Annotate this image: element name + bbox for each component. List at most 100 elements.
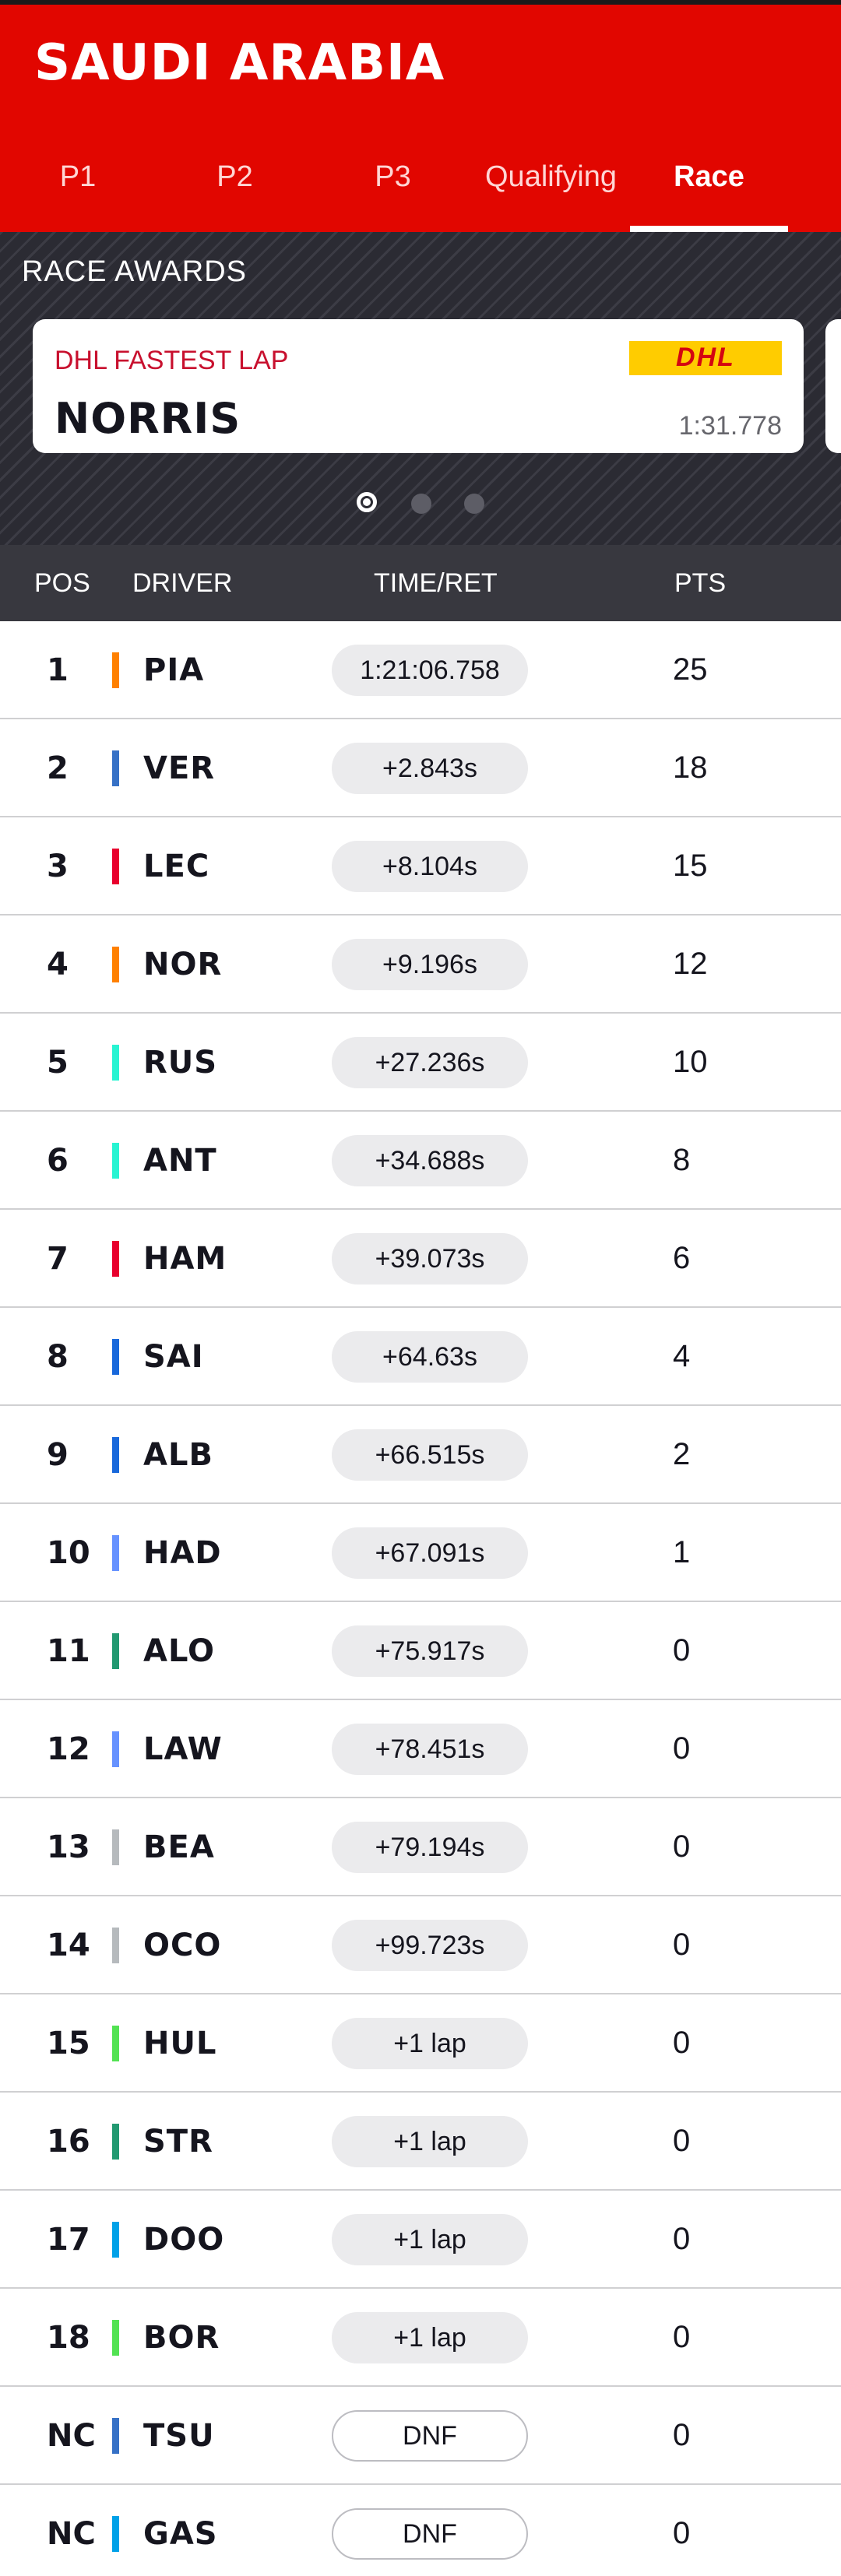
carousel-dot-2[interactable]: [411, 494, 431, 514]
row-time-pill: +8.104s: [332, 841, 528, 892]
table-row[interactable]: 16 STR +1 lap 0: [0, 2093, 841, 2191]
team-color-bar: [112, 2418, 119, 2454]
row-position: 17: [47, 2222, 90, 2258]
row-time-pill: +2.843s: [332, 743, 528, 794]
row-position: NC: [47, 2516, 96, 2552]
row-time-pill: +75.917s: [332, 1625, 528, 1677]
row-driver-code: HUL: [143, 2026, 217, 2061]
table-row[interactable]: 4 NOR +9.196s 12: [0, 915, 841, 1014]
row-position: 7: [47, 1241, 69, 1277]
row-points: 15: [673, 849, 708, 883]
row-points: 0: [673, 1829, 691, 1864]
row-points: 12: [673, 947, 708, 981]
row-position: 4: [47, 947, 69, 982]
team-color-bar: [112, 1928, 119, 1963]
fastest-lap-card[interactable]: DHL FASTEST LAP DHL NORRIS 1:31.778: [33, 319, 804, 453]
row-driver-code: ALB: [143, 1437, 213, 1473]
row-time-pill: DNF: [332, 2410, 528, 2462]
row-time-pill: +1 lap: [332, 2312, 528, 2363]
award-label: DHL FASTEST LAP: [55, 346, 289, 375]
tab-p3[interactable]: P3: [375, 160, 411, 193]
table-row[interactable]: 10 HAD +67.091s 1: [0, 1504, 841, 1602]
row-position: NC: [47, 2418, 96, 2454]
page-title: SAUDI ARABIA: [34, 34, 445, 92]
row-time-pill: +9.196s: [332, 939, 528, 990]
column-pos: POS: [34, 568, 90, 598]
row-driver-code: DOO: [143, 2222, 225, 2258]
race-awards-title: RACE AWARDS: [22, 255, 248, 288]
tab-p1[interactable]: P1: [59, 160, 97, 193]
table-row[interactable]: 12 LAW +78.451s 0: [0, 1700, 841, 1798]
row-driver-code: GAS: [143, 2516, 218, 2552]
team-color-bar: [112, 652, 119, 688]
table-row[interactable]: 3 LEC +8.104s 15: [0, 817, 841, 915]
row-driver-code: ALO: [143, 1633, 216, 1669]
team-color-bar: [112, 1045, 119, 1081]
table-row[interactable]: 15 HUL +1 lap 0: [0, 1994, 841, 2093]
row-driver-code: NOR: [143, 947, 223, 982]
row-driver-code: LEC: [143, 849, 210, 884]
row-points: 10: [673, 1045, 708, 1079]
table-row[interactable]: 18 BOR +1 lap 0: [0, 2289, 841, 2387]
row-points: 0: [673, 2124, 691, 2158]
table-row[interactable]: 9 ALB +66.515s 2: [0, 1406, 841, 1504]
row-driver-code: BEA: [143, 1829, 215, 1865]
row-driver-code: SAI: [143, 1339, 204, 1375]
row-points: 2: [673, 1437, 691, 1471]
carousel-dot-1[interactable]: [357, 492, 377, 512]
table-row[interactable]: 17 DOO +1 lap 0: [0, 2191, 841, 2289]
row-driver-code: VER: [143, 750, 216, 786]
row-position: 2: [47, 750, 69, 786]
tab-race[interactable]: Race: [630, 148, 788, 232]
team-color-bar: [112, 1241, 119, 1277]
column-time: TIME/RET: [374, 568, 498, 598]
row-points: 0: [673, 1731, 691, 1766]
row-driver-code: TSU: [143, 2418, 215, 2454]
row-position: 10: [47, 1535, 90, 1571]
row-position: 13: [47, 1829, 90, 1865]
team-color-bar: [112, 2026, 119, 2061]
table-row[interactable]: 11 ALO +75.917s 0: [0, 1602, 841, 1700]
tab-qualifying[interactable]: Qualifying: [485, 160, 617, 193]
tab-p2[interactable]: P2: [216, 160, 253, 193]
award-lap-time: 1:31.778: [678, 411, 782, 441]
row-points: 8: [673, 1143, 691, 1177]
row-time-pill: +66.515s: [332, 1429, 528, 1481]
table-row[interactable]: 7 HAM +39.073s 6: [0, 1210, 841, 1308]
row-points: 0: [673, 2026, 691, 2060]
row-position: 3: [47, 849, 69, 884]
row-driver-code: BOR: [143, 2320, 220, 2356]
row-points: 0: [673, 1633, 691, 1668]
team-color-bar: [112, 2516, 119, 2552]
row-time-pill: +1 lap: [332, 2214, 528, 2265]
session-tabs: P1 P2 P3 Qualifying Race: [0, 148, 841, 232]
row-position: 18: [47, 2320, 90, 2356]
table-row[interactable]: 1 PIA 1:21:06.758 25: [0, 621, 841, 719]
row-driver-code: ANT: [143, 1143, 217, 1179]
row-time-pill: +78.451s: [332, 1724, 528, 1775]
next-award-card[interactable]: [825, 319, 841, 453]
row-time-pill: +99.723s: [332, 1920, 528, 1971]
column-driver: DRIVER: [132, 568, 233, 598]
row-time-pill: DNF: [332, 2508, 528, 2560]
row-position: 11: [47, 1633, 90, 1669]
row-points: 1: [673, 1535, 691, 1569]
team-color-bar: [112, 2320, 119, 2356]
row-driver-code: RUS: [143, 1045, 218, 1081]
table-row[interactable]: 5 RUS +27.236s 10: [0, 1014, 841, 1112]
row-driver-code: PIA: [143, 652, 205, 688]
table-row[interactable]: 8 SAI +64.63s 4: [0, 1308, 841, 1406]
row-time-pill: +39.073s: [332, 1233, 528, 1284]
table-row[interactable]: 14 OCO +99.723s 0: [0, 1896, 841, 1994]
table-row[interactable]: NC GAS DNF 0: [0, 2485, 841, 2576]
row-position: 8: [47, 1339, 69, 1375]
table-row[interactable]: 6 ANT +34.688s 8: [0, 1112, 841, 1210]
team-color-bar: [112, 1731, 119, 1767]
table-row[interactable]: 13 BEA +79.194s 0: [0, 1798, 841, 1896]
table-row[interactable]: 2 VER +2.843s 18: [0, 719, 841, 817]
team-color-bar: [112, 947, 119, 982]
table-row[interactable]: NC TSU DNF 0: [0, 2387, 841, 2485]
results-table-header: POS DRIVER TIME/RET PTS: [0, 545, 841, 621]
team-color-bar: [112, 1535, 119, 1571]
carousel-dot-3[interactable]: [464, 494, 484, 514]
